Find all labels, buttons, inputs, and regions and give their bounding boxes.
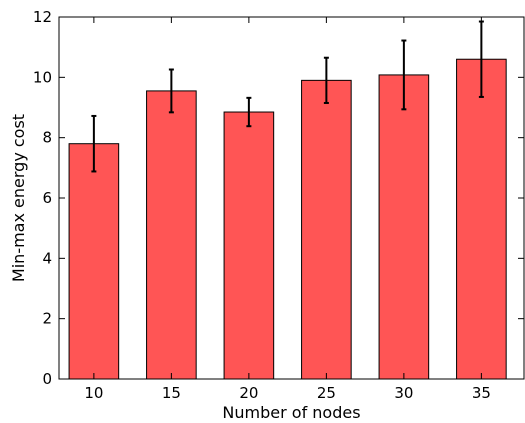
x-tick-label-30: 30 [394, 384, 413, 402]
bars-layer [68, 58, 507, 380]
x-tick-label-35: 35 [472, 384, 491, 402]
bar-10 [68, 143, 120, 380]
error-bars-layer [91, 20, 484, 173]
y-tick-label-2: 2 [42, 310, 52, 328]
x-tick-label-15: 15 [162, 384, 181, 402]
y-tick-label-4: 4 [42, 249, 52, 267]
bar-25 [301, 79, 352, 380]
tick-labels-layer: 10 15 20 25 30 35 0 2 4 6 8 10 12 [33, 8, 491, 402]
y-tick-label-0: 0 [42, 370, 52, 388]
x-axis-title: Number of nodes [222, 403, 360, 422]
y-tick-label-8: 8 [42, 129, 52, 147]
bar-30 [378, 74, 430, 380]
y-tick-label-12: 12 [33, 8, 52, 26]
y-tick-label-10: 10 [33, 68, 52, 86]
bar-15 [146, 90, 197, 380]
ticks-layer [59, 16, 524, 380]
y-axis-title: Min-max energy cost [9, 114, 28, 282]
x-tick-label-10: 10 [84, 384, 103, 402]
bar-35 [456, 58, 507, 380]
bar-20 [223, 111, 275, 380]
x-tick-label-20: 20 [239, 384, 258, 402]
x-tick-label-25: 25 [317, 384, 336, 402]
plot-frame [58, 16, 525, 380]
y-tick-label-6: 6 [42, 189, 52, 207]
